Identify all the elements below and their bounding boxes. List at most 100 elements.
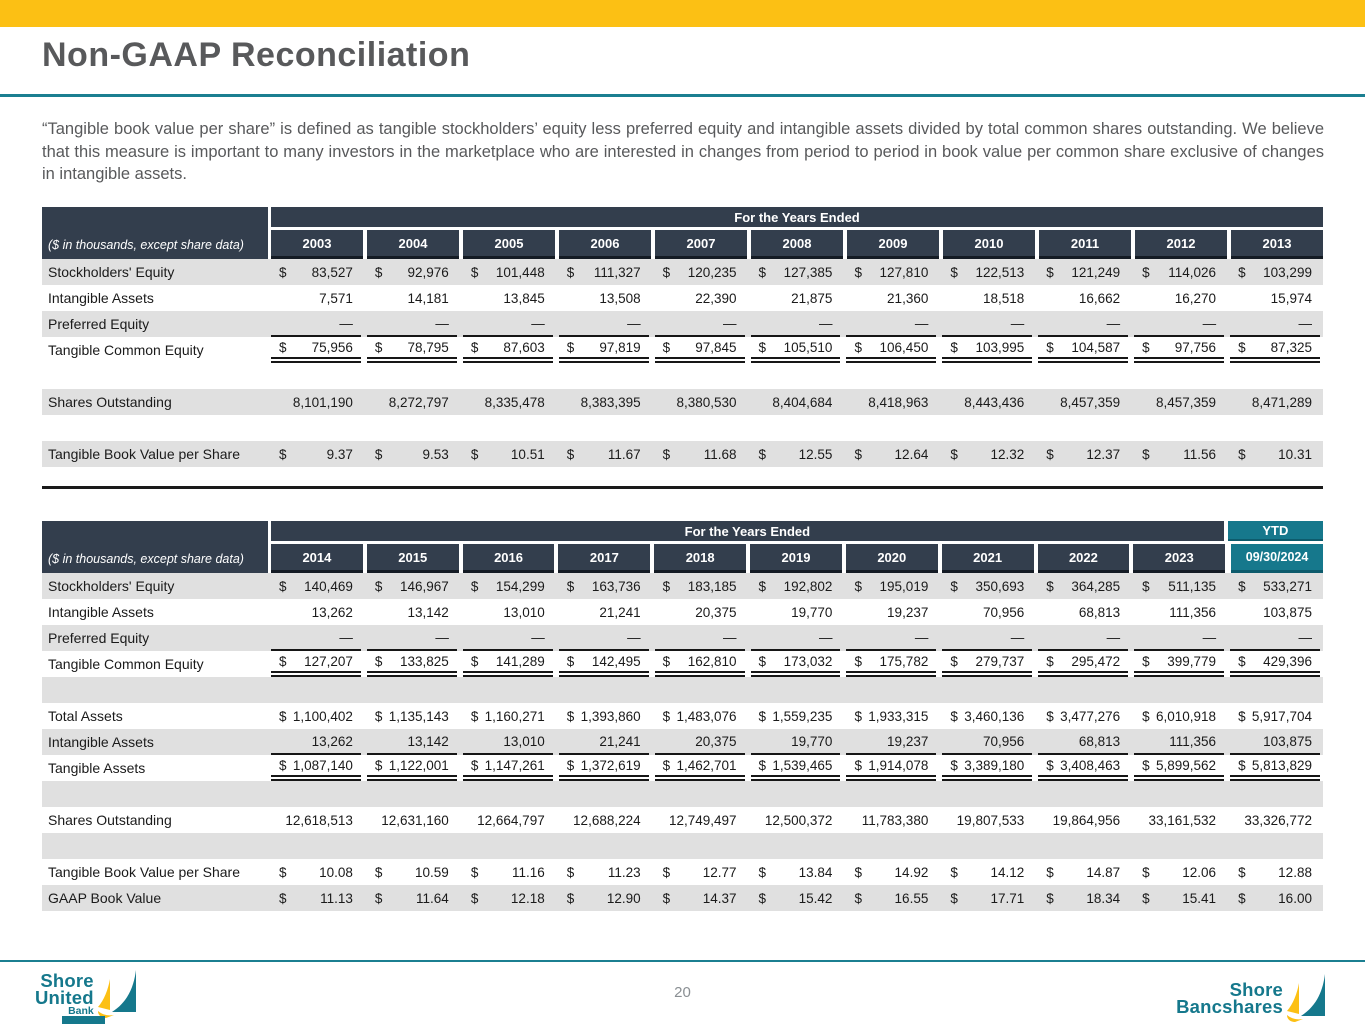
cell-value: 13.84 xyxy=(798,864,833,880)
cell-content: $12.06 xyxy=(1134,859,1224,885)
table-cell: $163,736 xyxy=(556,573,652,599)
cell-value: 140,469 xyxy=(304,578,353,594)
table-cell: $106,450 xyxy=(843,337,939,363)
year-column-header: 2018 xyxy=(654,544,747,573)
cell-value: 14.37 xyxy=(702,890,737,906)
dollar-sign: $ xyxy=(1142,339,1150,355)
dollar-sign: $ xyxy=(1142,578,1150,594)
table-cell: 103,875 xyxy=(1227,729,1323,755)
cell-content: — xyxy=(462,311,553,337)
cell-value: 12.37 xyxy=(1086,446,1121,462)
table-cell: $11.67 xyxy=(556,441,652,467)
cell-value: 10.59 xyxy=(415,864,449,880)
dollar-sign: $ xyxy=(1142,890,1150,906)
cell-content: 12,688,224 xyxy=(559,807,649,833)
year-column-header: 2003 xyxy=(271,230,363,259)
table-row: Intangible Assets 7,571 14,181 13,845 13,508… xyxy=(42,285,1323,311)
table-cell: 18,518 xyxy=(939,285,1035,311)
table-cell: — xyxy=(843,311,939,337)
cell-value: — xyxy=(1106,629,1121,645)
year-column-header: 2015 xyxy=(366,544,459,573)
table-cell: 68,813 xyxy=(1035,599,1131,625)
year-column-header: 2012 xyxy=(1135,230,1227,259)
row-label: Tangible Assets xyxy=(48,760,146,776)
cell-value: 1,914,078 xyxy=(868,757,929,773)
dollar-sign: $ xyxy=(470,757,479,773)
table-header-right: For the Years Ended YTD 2014 2015 2016 2017 20… xyxy=(271,521,1323,573)
cell-content: $3,389,180 xyxy=(942,755,1033,781)
table-cell: $111,327 xyxy=(556,259,652,285)
cell-content: $120,235 xyxy=(655,259,745,285)
cell-value: 5,899,562 xyxy=(1156,757,1217,773)
table-cell: $1,393,860 xyxy=(556,703,652,729)
table-cell: $511,135 xyxy=(1131,573,1227,599)
cell-content: — xyxy=(366,625,457,651)
cell-content: $105,510 xyxy=(750,337,841,363)
table-cell: 8,383,395 xyxy=(556,389,652,415)
cell-value: 75,956 xyxy=(311,339,353,355)
cell-value: 111,327 xyxy=(593,264,641,280)
table-cell: — xyxy=(939,311,1035,337)
cell-value: 163,736 xyxy=(591,578,641,594)
cell-value: 13,262 xyxy=(311,604,353,620)
cell-value: 127,810 xyxy=(879,264,929,280)
dollar-sign: $ xyxy=(566,578,575,594)
cell-content: $1,100,402 xyxy=(271,703,361,729)
cell-value: 11,783,380 xyxy=(861,812,929,828)
cell-value: 12.64 xyxy=(894,446,929,462)
table-row: Preferred Equity — — — — — — — — — — — xyxy=(42,311,1323,337)
dollar-sign: $ xyxy=(1238,864,1246,880)
table-cell: 16,662 xyxy=(1035,285,1131,311)
cell-value: 5,813,829 xyxy=(1251,757,1312,773)
table-cell: 20,375 xyxy=(652,729,748,755)
logo-line: Shore xyxy=(40,969,94,991)
cell-content: 8,457,359 xyxy=(1038,389,1128,415)
table-cell: $10.51 xyxy=(460,441,556,467)
table-cell: $6,010,918 xyxy=(1131,703,1227,729)
dollar-sign: $ xyxy=(1046,757,1054,773)
table-cell: $14.12 xyxy=(939,859,1035,885)
cell-content: $92,976 xyxy=(367,259,457,285)
table-cell: $16.00 xyxy=(1227,885,1323,911)
dollar-sign: $ xyxy=(662,708,671,724)
table-cell: $364,285 xyxy=(1035,573,1131,599)
spacer-row xyxy=(42,833,1323,859)
cell-content: $83,527 xyxy=(271,259,361,285)
cell-content: $279,737 xyxy=(942,651,1033,677)
dollar-sign: $ xyxy=(950,446,958,462)
cell-content: 19,770 xyxy=(750,729,841,755)
table-cell: — xyxy=(748,625,844,651)
dollar-sign: $ xyxy=(662,864,671,880)
cell-value: 183,185 xyxy=(687,578,737,594)
cell-content: 19,864,956 xyxy=(1038,807,1128,833)
cell-content: 13,262 xyxy=(271,729,361,755)
cell-value: 3,408,463 xyxy=(1060,757,1121,773)
table-cell: $10.08 xyxy=(268,859,364,885)
cell-content: 12,618,513 xyxy=(271,807,361,833)
cell-content: 16,270 xyxy=(1134,285,1224,311)
table-cell: $429,396 xyxy=(1227,651,1323,677)
cell-content: 12,664,797 xyxy=(463,807,553,833)
cell-value: 12,688,224 xyxy=(573,812,641,828)
dollar-sign: $ xyxy=(566,653,575,669)
row-label: Intangible Assets xyxy=(48,604,154,620)
cell-value: 12,500,372 xyxy=(764,812,833,828)
table-cell: $12.77 xyxy=(652,859,748,885)
cell-value: 1,147,261 xyxy=(484,757,545,773)
table-cell: $133,825 xyxy=(364,651,460,677)
table-cell: $3,460,136 xyxy=(939,703,1035,729)
cell-value: — xyxy=(1298,315,1312,331)
cell-value: 33,161,532 xyxy=(1148,812,1217,828)
cell-value: — xyxy=(1106,315,1121,331)
cell-value: 104,587 xyxy=(1071,339,1121,355)
cell-content: $140,469 xyxy=(271,573,361,599)
table-cell: $154,299 xyxy=(460,573,556,599)
cell-content: $175,782 xyxy=(846,651,937,677)
year-column-header: 2009 xyxy=(847,230,939,259)
table-cell: $192,802 xyxy=(748,573,844,599)
cell-content: $1,372,619 xyxy=(558,755,649,781)
cell-content: $14.92 xyxy=(846,859,936,885)
cell-content: 8,335,478 xyxy=(463,389,553,415)
dollar-sign: $ xyxy=(1142,446,1150,462)
table-cell: 20,375 xyxy=(652,599,748,625)
